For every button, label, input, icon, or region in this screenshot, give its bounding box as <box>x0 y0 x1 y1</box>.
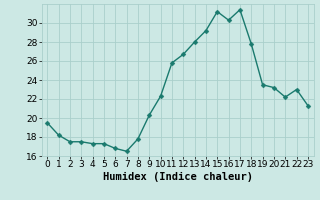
X-axis label: Humidex (Indice chaleur): Humidex (Indice chaleur) <box>103 172 252 182</box>
